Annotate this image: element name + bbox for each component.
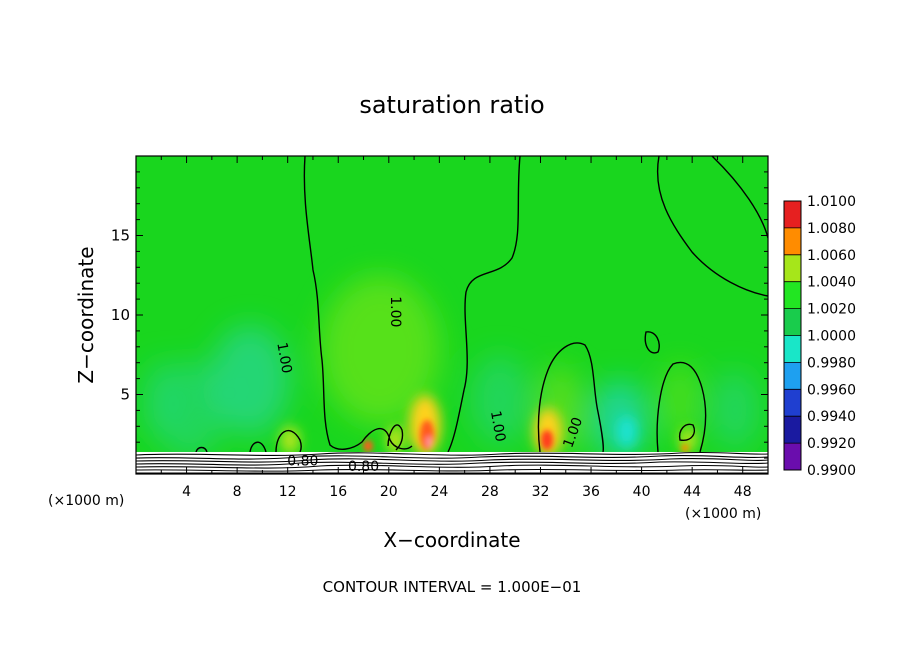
colorbar-label: 0.9960 — [807, 382, 856, 398]
colorbar-swatch — [784, 443, 801, 470]
x-tick-label: 24 — [430, 484, 448, 500]
colorbar-label: 1.0020 — [807, 302, 856, 318]
contour-label: 1.00 — [387, 296, 403, 327]
contour-line — [656, 156, 768, 297]
y-axis: 5 10 15 — [111, 171, 768, 459]
x-tick-label: 16 — [329, 484, 347, 500]
colorbar-label: 1.0060 — [807, 248, 856, 264]
y-tick-label: 15 — [111, 227, 130, 245]
contour-line — [644, 331, 660, 354]
heatmap-field — [136, 156, 768, 474]
x-axis-label: X−coordinate — [383, 528, 520, 552]
colorbar-swatch — [784, 281, 801, 309]
x-tick-label: 20 — [380, 484, 398, 500]
colorbar-label: 1.0040 — [807, 275, 856, 291]
field-blob — [660, 362, 700, 438]
surface-contours — [136, 451, 768, 474]
x-tick-label: 40 — [633, 484, 651, 500]
field-blob — [363, 440, 373, 452]
field-blob — [470, 355, 530, 445]
colorbar-swatch — [784, 227, 801, 255]
contour-label: 0.80 — [287, 453, 318, 469]
colorbar-label: 0.9900 — [807, 463, 856, 479]
x-axis: 4 8 12 16 20 24 28 32 36 40 44 48 — [160, 156, 752, 500]
x-tick-label: 4 — [182, 484, 191, 500]
contour-line — [711, 156, 768, 239]
colorbar-label: 0.9980 — [807, 355, 856, 371]
x-tick-label: 36 — [582, 484, 600, 500]
contour-line — [678, 423, 696, 441]
colorbar-label: 0.9920 — [807, 436, 856, 452]
field-blob — [617, 416, 637, 448]
field-blob — [710, 370, 760, 450]
contour-line — [537, 342, 604, 453]
contour-line — [656, 361, 707, 453]
contour-label: 1.00 — [487, 410, 508, 443]
field-blob — [681, 444, 689, 452]
chart-title: saturation ratio — [359, 91, 544, 119]
contour-line — [387, 424, 404, 451]
field-blob — [541, 430, 553, 450]
contour-label: 0.80 — [348, 459, 379, 475]
field-blob — [140, 360, 180, 440]
colorbar-swatch — [784, 308, 801, 336]
x-tick-label: 48 — [734, 484, 752, 500]
field-blob — [592, 380, 648, 460]
y-tick-label: 10 — [111, 306, 130, 324]
field-blob — [426, 436, 432, 448]
x-tick-label: 12 — [279, 484, 297, 500]
colorbar-swatch — [784, 335, 801, 363]
x-unit-left: (×1000 m) — [48, 493, 124, 509]
x-unit-right: (×1000 m) — [685, 506, 761, 522]
colorbar-label: 0.9940 — [807, 409, 856, 425]
colorbar-label: 1.0000 — [807, 329, 856, 345]
contour-line — [249, 441, 267, 453]
x-tick-label: 28 — [481, 484, 499, 500]
colorbar-swatch — [784, 201, 801, 228]
x-tick-label: 44 — [683, 484, 701, 500]
contour-line — [303, 156, 413, 450]
colorbar-swatch — [784, 389, 801, 417]
contour-line — [447, 156, 521, 453]
y-axis-label: Z−coordinate — [74, 246, 98, 383]
field-blob — [210, 325, 290, 435]
colorbar-swatch — [784, 254, 801, 282]
contour-label: 1.00 — [273, 341, 294, 374]
colorbar-label: 1.0100 — [807, 194, 856, 210]
field-blob — [320, 275, 440, 425]
contour-lines — [195, 156, 768, 453]
x-tick-label: 32 — [532, 484, 550, 500]
colorbar: 0.9900 0.9920 0.9940 0.9960 0.9980 1.0000 1.00… — [783, 194, 856, 479]
colorbar-swatch — [784, 362, 801, 390]
contour-line — [195, 446, 208, 453]
colorbar-label: 1.0080 — [807, 221, 856, 237]
contour-interval-note: CONTOUR INTERVAL = 1.000E−01 — [323, 578, 582, 596]
colorbar-swatch — [784, 416, 801, 444]
y-tick-label: 5 — [120, 386, 130, 404]
contour-line — [275, 429, 302, 453]
x-tick-label: 8 — [233, 484, 242, 500]
